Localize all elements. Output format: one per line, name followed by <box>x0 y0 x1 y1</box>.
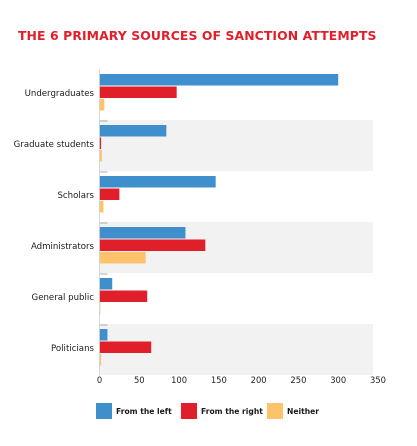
bar-neither <box>99 150 102 162</box>
bar-neither <box>99 201 104 213</box>
legend-label: From the left <box>116 407 172 416</box>
bar-from-the-right <box>99 290 148 302</box>
category-labels: Undergraduates Graduate students Scholars A… <box>14 89 95 354</box>
legend-swatch <box>96 403 112 419</box>
x-tick-label: 150 <box>211 375 227 385</box>
legend-swatch <box>181 403 197 419</box>
category-label: Politicians <box>51 344 94 354</box>
bar-from-the-right <box>99 188 120 200</box>
chart-title: THE 6 PRIMARY SOURCES OF SANCTION ATTEMP… <box>18 28 377 43</box>
x-tick-label: 0 <box>97 375 102 385</box>
bar-neither <box>99 99 105 111</box>
category-bands <box>99 120 373 375</box>
bars <box>99 74 339 366</box>
bar-from-the-left <box>99 125 167 137</box>
x-tick-label: 200 <box>251 375 267 385</box>
bar-from-the-left <box>99 329 108 341</box>
x-tick-label: 100 <box>171 375 187 385</box>
bar-from-the-left <box>99 74 339 86</box>
bar-from-the-right <box>99 341 152 353</box>
category-label: Administrators <box>31 242 95 252</box>
bar-neither <box>99 252 146 264</box>
category-label: General public <box>32 293 95 303</box>
legend-swatch <box>267 403 283 419</box>
bar-from-the-left <box>99 278 113 290</box>
legend-label: Neither <box>287 407 319 416</box>
legend-label: From the right <box>201 407 263 416</box>
x-tick-label: 300 <box>330 375 346 385</box>
x-tick-label: 250 <box>290 375 306 385</box>
x-tick-label: 350 <box>370 375 386 385</box>
category-label: Graduate students <box>14 140 95 150</box>
bar-from-the-right <box>99 137 102 149</box>
bar-from-the-left <box>99 227 186 239</box>
category-label: Undergraduates <box>25 89 95 99</box>
bar-from-the-right <box>99 239 206 251</box>
category-label: Scholars <box>57 191 94 201</box>
bar-neither <box>99 354 102 366</box>
x-tick-label: 50 <box>134 375 145 385</box>
bar-from-the-right <box>99 86 177 98</box>
legend: From the left From the right Neither <box>96 403 319 419</box>
x-axis: 0 50 100 150 200 250 300 350 <box>97 69 386 385</box>
bar-from-the-left <box>99 176 216 188</box>
